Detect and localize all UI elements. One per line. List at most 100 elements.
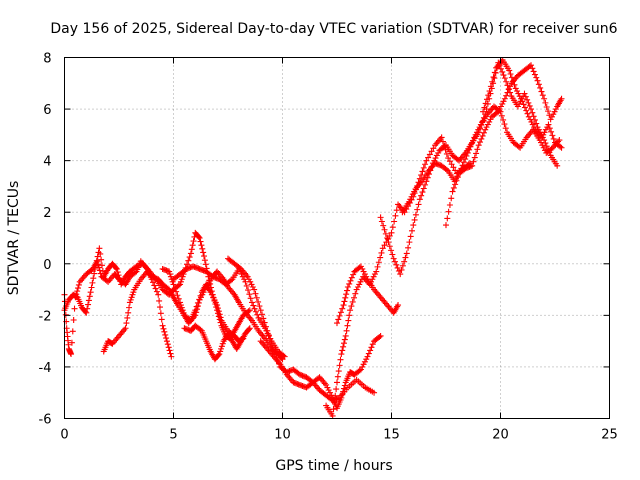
data-point-dense [473, 150, 480, 157]
data-point [371, 389, 378, 396]
data-point-dense [214, 305, 221, 312]
data-point-dense [398, 266, 405, 273]
data-point-dense [483, 96, 490, 103]
data-point-dense [420, 185, 427, 192]
data-point-dense [548, 128, 555, 135]
data-point-dense [112, 264, 119, 271]
series-arc-5 [159, 265, 247, 345]
data-point-dense [529, 109, 536, 116]
data-point-dense [259, 311, 266, 318]
y-tick-label: 0 [43, 258, 51, 273]
data-point-dense [167, 350, 174, 357]
data-point-dense [377, 254, 384, 261]
data-point [471, 134, 478, 141]
data-point [281, 353, 288, 360]
data-point-dense [548, 113, 555, 120]
data-point-dense [501, 121, 508, 128]
y-tick-label: 4 [43, 155, 51, 170]
data-point-dense [489, 78, 496, 85]
data-point-dense [538, 139, 545, 146]
data-point-dense [343, 291, 350, 298]
data-point-dense [422, 161, 429, 168]
data-point [495, 108, 502, 115]
x-tick-label: 10 [274, 428, 291, 443]
data-point [83, 309, 90, 316]
data-point-dense [490, 74, 497, 81]
data-point-dense [394, 264, 401, 271]
data-point-dense [89, 279, 96, 286]
x-tick-label: 15 [383, 428, 400, 443]
data-point-dense [466, 146, 473, 153]
data-point-dense [382, 230, 389, 237]
data-point-dense [336, 362, 343, 369]
data-point-dense [178, 304, 185, 311]
data-point-dense [385, 239, 392, 246]
data-point-dense [248, 281, 255, 288]
data-point [556, 137, 563, 144]
data-point-dense [127, 296, 134, 303]
data-point-dense [340, 385, 347, 392]
data-point-dense [98, 262, 105, 269]
data-point-dense [333, 386, 340, 393]
data-point [214, 302, 221, 309]
data-point [403, 250, 410, 257]
data-point-dense [82, 308, 89, 315]
data-point-dense [360, 268, 367, 275]
data-point [340, 302, 347, 309]
data-point-dense [178, 276, 185, 283]
data-point-dense [497, 103, 504, 110]
data-point-dense [210, 294, 217, 301]
series-arc-14 [443, 62, 565, 229]
data-point-dense [522, 93, 529, 100]
data-point-dense [261, 319, 268, 326]
series-arc-2 [61, 245, 133, 316]
data-point-dense [330, 406, 337, 413]
data-point-dense [70, 316, 77, 323]
data-point-dense [215, 308, 222, 315]
data-point [329, 412, 336, 419]
y-tick-label: -2 [39, 309, 52, 324]
data-point-dense [528, 118, 535, 125]
data-point-dense [75, 281, 82, 288]
data-point-dense [62, 311, 69, 318]
data-point-dense [550, 135, 557, 142]
data-point-dense [346, 280, 353, 287]
data-point-dense [511, 81, 518, 88]
data-point [334, 320, 340, 327]
data-point-dense [280, 352, 287, 359]
data-point-dense [371, 271, 378, 278]
data-point-dense [163, 335, 170, 342]
data-point-dense [484, 121, 491, 128]
data-point-dense [252, 290, 259, 297]
data-point-dense [216, 311, 223, 318]
data-point-dense [497, 65, 504, 72]
data-point-dense [444, 215, 451, 222]
data-point [373, 268, 380, 275]
data-point-dense [414, 206, 421, 213]
data-point [87, 289, 94, 296]
data-point-dense [500, 116, 507, 123]
data-point-dense [116, 275, 123, 282]
data-point-dense [361, 271, 368, 278]
data-point-dense [132, 269, 139, 276]
data-point [482, 126, 489, 133]
data-point-dense [236, 264, 243, 271]
data-point-dense [402, 254, 409, 261]
data-point-dense [247, 278, 254, 285]
data-point-dense [164, 341, 171, 348]
data-point-dense [448, 161, 455, 168]
data-point-dense [359, 265, 366, 272]
data-point-dense [332, 392, 339, 399]
data-point-dense [508, 74, 515, 81]
data-point-dense [432, 155, 439, 162]
data-point-dense [158, 316, 165, 323]
data-point-dense [218, 343, 225, 350]
data-point-dense [215, 352, 222, 359]
data-point-dense [439, 138, 446, 145]
data-point-dense [480, 129, 487, 136]
data-point-dense [130, 289, 137, 296]
data-point [244, 273, 251, 280]
data-point [547, 116, 554, 123]
data-point [384, 235, 391, 241]
data-point-dense [344, 287, 351, 294]
